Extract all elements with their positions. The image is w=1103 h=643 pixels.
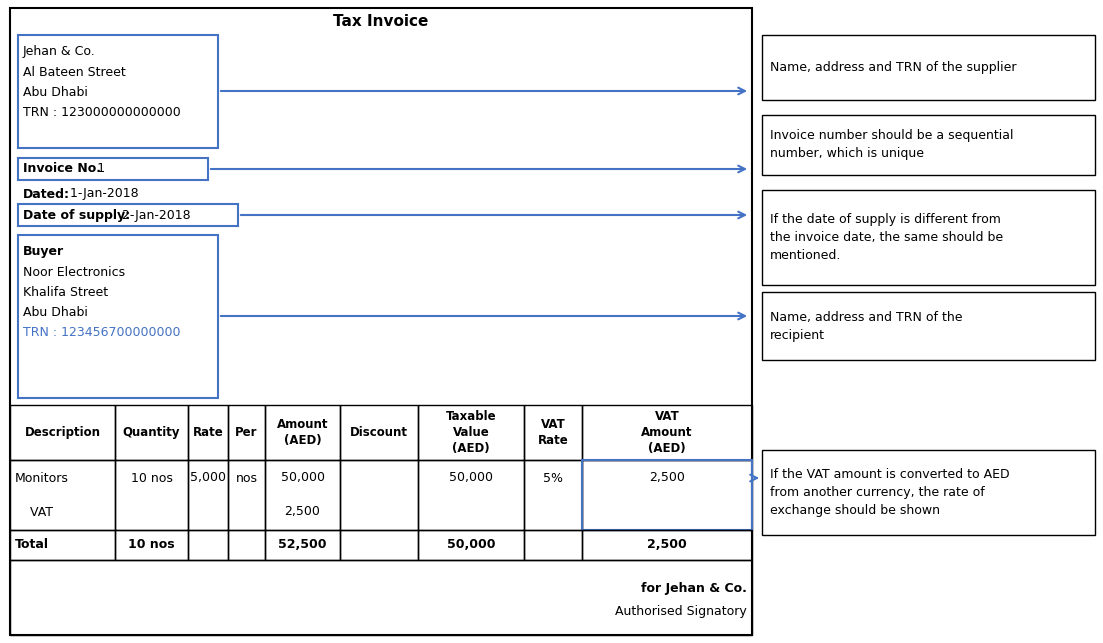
Text: Buyer: Buyer xyxy=(23,246,64,258)
Text: Discount: Discount xyxy=(350,426,408,439)
Text: Noor Electronics: Noor Electronics xyxy=(23,266,125,278)
Bar xyxy=(340,530,418,560)
Bar xyxy=(762,35,1095,100)
Text: Rate: Rate xyxy=(193,426,224,439)
Bar xyxy=(340,405,418,460)
Bar xyxy=(115,530,188,560)
Bar xyxy=(18,204,238,226)
Bar xyxy=(582,460,752,530)
Text: 50,000: 50,000 xyxy=(449,471,493,484)
Text: Taxable
Value
(AED): Taxable Value (AED) xyxy=(446,410,496,455)
Bar xyxy=(265,460,340,530)
Bar xyxy=(582,405,752,460)
Bar xyxy=(418,460,524,530)
Bar xyxy=(188,405,228,460)
Text: 10 nos: 10 nos xyxy=(130,471,172,484)
Bar xyxy=(115,405,188,460)
Text: 50,000: 50,000 xyxy=(280,471,324,484)
Text: for Jehan & Co.: for Jehan & Co. xyxy=(641,582,747,595)
Bar xyxy=(340,460,418,530)
Bar xyxy=(228,460,265,530)
Text: 5%: 5% xyxy=(543,471,563,484)
Text: 2-Jan-2018: 2-Jan-2018 xyxy=(118,208,191,221)
Bar xyxy=(265,405,340,460)
Text: Date of supply:: Date of supply: xyxy=(23,208,130,221)
Text: Jehan & Co.: Jehan & Co. xyxy=(23,46,96,59)
Text: Authorised Signatory: Authorised Signatory xyxy=(615,604,747,617)
Text: Description: Description xyxy=(24,426,100,439)
Text: 2,500: 2,500 xyxy=(285,505,321,518)
Bar xyxy=(762,450,1095,535)
Text: 2,500: 2,500 xyxy=(647,538,687,552)
Text: 2,500: 2,500 xyxy=(649,471,685,484)
Text: : 1: : 1 xyxy=(85,163,105,176)
Bar xyxy=(10,8,752,635)
Bar xyxy=(18,158,208,180)
Text: Quantity: Quantity xyxy=(122,426,180,439)
Text: TRN : 123456700000000: TRN : 123456700000000 xyxy=(23,325,181,338)
Text: 5,000: 5,000 xyxy=(190,471,226,484)
Text: Name, address and TRN of the supplier: Name, address and TRN of the supplier xyxy=(770,61,1017,74)
Bar xyxy=(582,530,752,560)
Text: 1-Jan-2018: 1-Jan-2018 xyxy=(66,188,139,201)
Bar xyxy=(10,560,752,635)
Text: Khalifa Street: Khalifa Street xyxy=(23,285,108,298)
Text: Abu Dhabi: Abu Dhabi xyxy=(23,86,88,98)
Bar xyxy=(524,460,582,530)
Text: Per: Per xyxy=(235,426,258,439)
Text: Amount
(AED): Amount (AED) xyxy=(277,418,329,447)
Bar xyxy=(418,405,524,460)
Bar xyxy=(418,530,524,560)
Text: VAT
Amount
(AED): VAT Amount (AED) xyxy=(641,410,693,455)
Bar xyxy=(10,460,115,530)
Bar xyxy=(762,115,1095,175)
Bar xyxy=(265,530,340,560)
Bar xyxy=(115,460,188,530)
Text: Tax Invoice: Tax Invoice xyxy=(333,15,429,30)
Bar xyxy=(188,460,228,530)
Text: nos: nos xyxy=(236,471,257,484)
Bar xyxy=(188,530,228,560)
Text: Al Bateen Street: Al Bateen Street xyxy=(23,66,126,78)
Text: Invoice No.: Invoice No. xyxy=(23,163,101,176)
Text: Name, address and TRN of the
recipient: Name, address and TRN of the recipient xyxy=(770,311,963,341)
Bar xyxy=(524,405,582,460)
Bar xyxy=(18,235,218,398)
Bar xyxy=(10,530,115,560)
Text: If the date of supply is different from
the invoice date, the same should be
men: If the date of supply is different from … xyxy=(770,213,1003,262)
Text: VAT
Rate: VAT Rate xyxy=(537,418,568,447)
Bar xyxy=(762,190,1095,285)
Bar xyxy=(524,530,582,560)
Text: 50,000: 50,000 xyxy=(447,538,495,552)
Bar xyxy=(10,405,115,460)
Text: 52,500: 52,500 xyxy=(278,538,326,552)
Bar xyxy=(18,35,218,148)
Text: Monitors: Monitors xyxy=(15,471,68,484)
Bar xyxy=(228,405,265,460)
Text: Abu Dhabi: Abu Dhabi xyxy=(23,305,88,318)
Bar xyxy=(762,292,1095,360)
Text: Invoice number should be a sequential
number, which is unique: Invoice number should be a sequential nu… xyxy=(770,129,1014,161)
Text: If the VAT amount is converted to AED
from another currency, the rate of
exchang: If the VAT amount is converted to AED fr… xyxy=(770,468,1009,517)
Text: 10 nos: 10 nos xyxy=(128,538,174,552)
Text: VAT: VAT xyxy=(18,505,53,518)
Bar xyxy=(582,460,752,530)
Bar xyxy=(228,530,265,560)
Text: Dated:: Dated: xyxy=(23,188,69,201)
Text: Total: Total xyxy=(15,538,49,552)
Text: TRN : 123000000000000: TRN : 123000000000000 xyxy=(23,105,181,118)
